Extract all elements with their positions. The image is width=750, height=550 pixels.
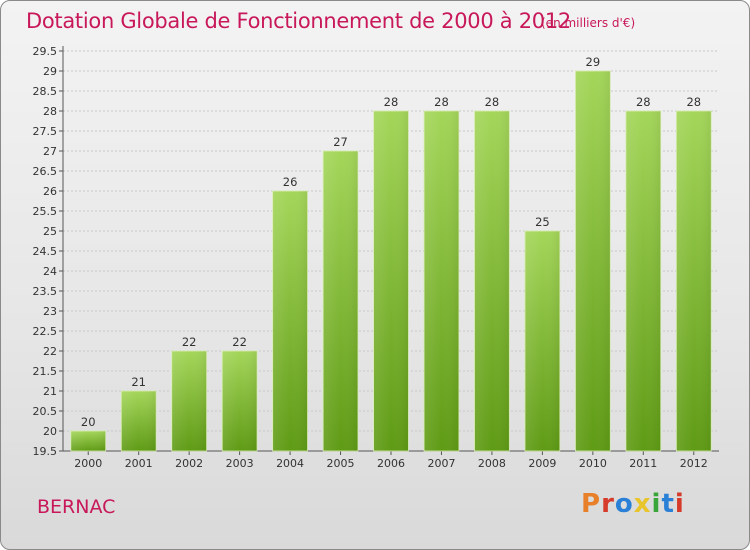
y-tick-label: 28 <box>43 105 57 118</box>
data-label: 26 <box>283 175 298 189</box>
y-tick-label: 24.5 <box>33 245 58 258</box>
y-tick-label: 21 <box>43 385 57 398</box>
data-label: 25 <box>535 215 550 229</box>
y-tick-label: 27.5 <box>33 125 58 138</box>
y-tick-label: 28.5 <box>33 85 58 98</box>
bars <box>70 70 712 452</box>
logo-letter: i <box>651 489 662 519</box>
data-label: 28 <box>636 95 651 109</box>
x-tick-label: 2007 <box>427 457 455 470</box>
data-label: 22 <box>232 335 247 349</box>
logo-letter: i <box>674 489 685 519</box>
bar-shine <box>171 351 207 451</box>
y-tick-label: 22.5 <box>33 325 58 338</box>
data-label: 28 <box>686 95 701 109</box>
y-tick-label: 27 <box>43 145 57 158</box>
bar-shine <box>323 151 358 451</box>
proxiti-logo: Proxiti <box>581 489 685 519</box>
y-tick-label: 23.5 <box>33 285 58 298</box>
bar-shine <box>222 351 258 451</box>
bar-shine <box>625 111 661 451</box>
y-tick-label: 23 <box>43 305 57 318</box>
x-tick-label: 2011 <box>629 457 657 470</box>
logo-letter: P <box>581 489 602 519</box>
bar-shine <box>70 431 106 451</box>
logo-letter: r <box>601 489 615 519</box>
x-tick-label: 2008 <box>478 457 506 470</box>
chart-title: Dotation Globale de Fonctionnement de 20… <box>26 9 571 33</box>
y-tick-label: 29 <box>43 65 57 78</box>
logo-letter: x <box>633 489 652 519</box>
data-label: 28 <box>434 95 449 109</box>
bar-shine <box>575 71 611 451</box>
y-tick-label: 29.5 <box>33 45 58 58</box>
x-tick-label: 2002 <box>175 457 203 470</box>
y-tick-label: 25.5 <box>33 205 58 218</box>
y-tick-label: 24 <box>43 265 57 278</box>
x-tick-label: 2004 <box>276 457 304 470</box>
data-label: 22 <box>182 335 197 349</box>
x-tick-label: 2006 <box>377 457 405 470</box>
data-label: 28 <box>384 95 399 109</box>
bar-shine <box>474 111 510 451</box>
bar-shine <box>373 111 409 451</box>
bar-shine <box>121 391 157 451</box>
logo-letter: t <box>661 489 675 519</box>
x-tick-label: 2012 <box>680 457 708 470</box>
data-label: 28 <box>485 95 500 109</box>
x-tick-label: 2009 <box>528 457 556 470</box>
data-label: 27 <box>333 135 348 149</box>
y-tick-label: 26 <box>43 185 57 198</box>
data-label: 21 <box>131 375 146 389</box>
x-tick-label: 2000 <box>74 457 102 470</box>
chart-unit: (en milliers d'€) <box>541 16 636 30</box>
axes: 19.5 20 20.5 21 21.5 22 22.5 23 23.5 24 24.5 25 25.5… <box>33 45 719 458</box>
bar-shine <box>272 191 308 451</box>
y-tick-label: 22 <box>43 345 57 358</box>
bar-shine <box>676 111 712 451</box>
x-tick-label: 2001 <box>125 457 153 470</box>
commune-name: BERNAC <box>37 496 116 518</box>
labels: 2000 20 2001 21 2002 22 2003 22 2004 26 2005 27 2006… <box>74 55 708 470</box>
data-label: 29 <box>586 55 601 69</box>
y-tick-label: 19.5 <box>33 445 58 458</box>
bar-shine <box>424 111 459 451</box>
bar-shine <box>524 231 560 451</box>
y-tick-label: 20 <box>43 425 57 438</box>
x-tick-label: 2005 <box>327 457 355 470</box>
y-tick-label: 26.5 <box>33 165 58 178</box>
y-tick-label: 21.5 <box>33 365 58 378</box>
x-tick-label: 2010 <box>579 457 607 470</box>
y-tick-label: 25 <box>43 225 57 238</box>
data-label: 20 <box>81 415 96 429</box>
x-tick-label: 2003 <box>226 457 254 470</box>
logo-letter: o <box>614 489 634 519</box>
y-tick-label: 20.5 <box>33 405 58 418</box>
